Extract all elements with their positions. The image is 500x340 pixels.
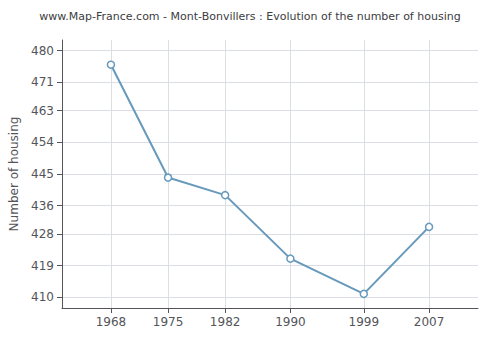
svg-text:445: 445: [31, 167, 54, 181]
svg-text:1975: 1975: [153, 315, 184, 329]
svg-text:463: 463: [31, 104, 54, 118]
svg-text:Number of housing: Number of housing: [7, 117, 21, 232]
svg-text:1990: 1990: [275, 315, 306, 329]
svg-text:454: 454: [31, 135, 54, 149]
svg-text:410: 410: [31, 290, 54, 304]
svg-text:2007: 2007: [414, 315, 445, 329]
svg-text:www.Map-France.com - Mont-Bonv: www.Map-France.com - Mont-Bonvillers : E…: [39, 10, 460, 23]
svg-text:1982: 1982: [210, 315, 241, 329]
svg-text:419: 419: [31, 259, 54, 273]
svg-text:471: 471: [31, 75, 54, 89]
svg-text:1968: 1968: [96, 315, 127, 329]
svg-text:1999: 1999: [349, 315, 380, 329]
svg-text:480: 480: [31, 44, 54, 58]
svg-text:428: 428: [31, 227, 54, 241]
svg-text:436: 436: [31, 199, 54, 213]
